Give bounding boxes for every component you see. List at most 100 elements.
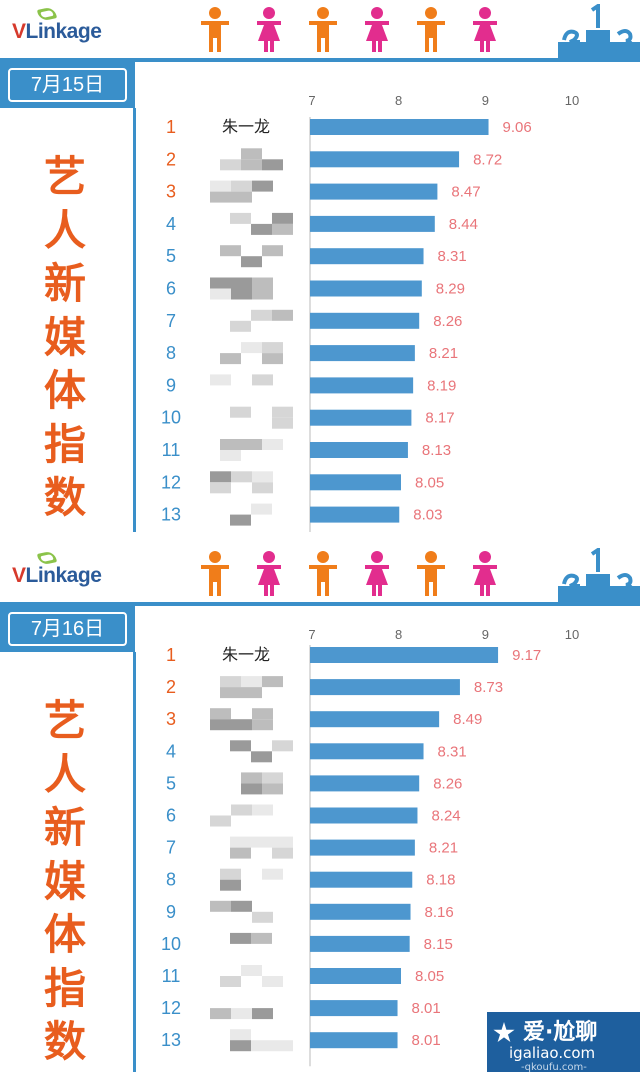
male-person-icon <box>309 7 337 52</box>
value-label: 8.01 <box>412 1032 441 1049</box>
rank-label: 5 <box>166 246 176 266</box>
value-label: 8.49 <box>453 711 482 728</box>
female-person-icon <box>257 7 281 52</box>
bar <box>310 345 415 362</box>
rank-label: 2 <box>166 149 176 169</box>
blurred-name <box>230 1029 293 1052</box>
value-label: 8.47 <box>451 184 480 201</box>
x-tick-label: 10 <box>565 93 579 108</box>
female-person-icon <box>473 7 497 52</box>
value-label: 8.26 <box>433 775 462 792</box>
title-char: 新 <box>43 803 86 852</box>
bar <box>310 647 499 663</box>
value-label: 8.21 <box>429 345 458 362</box>
bar <box>310 775 420 792</box>
title-char: 人 <box>43 205 86 255</box>
blurred-name <box>230 406 293 429</box>
rank-label: 7 <box>166 838 176 858</box>
podium-icon <box>558 546 640 604</box>
bar <box>310 151 460 168</box>
bar <box>310 119 489 135</box>
rank-label: 11 <box>162 440 181 460</box>
blurred-name <box>210 1008 273 1020</box>
value-label: 8.21 <box>429 840 458 857</box>
rank-label: 8 <box>166 870 176 890</box>
female-person-icon <box>257 551 281 596</box>
title-char: 数 <box>43 1017 86 1066</box>
blurred-name <box>230 836 293 859</box>
bar <box>310 183 438 200</box>
male-person-icon <box>309 551 337 596</box>
female-person-icon <box>365 551 389 596</box>
blurred-name <box>220 245 283 268</box>
male-person-icon <box>417 7 445 52</box>
rank-label: 4 <box>166 741 176 761</box>
x-axis-ticks: 7 8 9 10 <box>308 93 579 108</box>
blurred-name <box>220 439 283 461</box>
artist-name: 朱一龙 <box>222 645 270 664</box>
rank-label: 6 <box>166 806 176 826</box>
vertical-title: 艺 人 新 媒 体 指 数 <box>38 150 92 525</box>
vlinkage-logo: VLinkage <box>12 6 102 44</box>
male-person-icon <box>201 7 229 52</box>
value-label: 8.15 <box>424 936 453 953</box>
title-char: 艺 <box>43 152 86 201</box>
blurred-name <box>220 342 283 365</box>
rank-label: 6 <box>166 279 176 299</box>
title-char: 媒 <box>43 312 86 362</box>
podium-graphic <box>558 546 640 604</box>
value-label: 8.03 <box>413 507 442 524</box>
podium-icon <box>558 2 640 60</box>
value-label: 9.06 <box>503 119 532 136</box>
x-tick-label: 8 <box>395 93 402 108</box>
bar <box>310 442 408 458</box>
x-tick-label: 7 <box>308 93 315 108</box>
title-char: 艺 <box>43 696 86 745</box>
logo-rest: Linkage <box>25 564 102 587</box>
x-tick-label: 7 <box>308 627 315 642</box>
blurred-name <box>220 148 283 171</box>
value-label: 9.17 <box>512 647 541 664</box>
bar <box>310 506 400 523</box>
bar <box>310 743 424 760</box>
value-label: 8.44 <box>449 216 478 233</box>
blurred-name <box>210 804 273 827</box>
x-axis-ticks: 7 8 9 10 <box>308 627 579 642</box>
date-label: 7月16日 <box>8 612 127 646</box>
rank-label: 2 <box>166 677 176 697</box>
bar <box>310 935 410 952</box>
watermark-sub: -qkoufu.com- <box>521 1062 587 1073</box>
vlinkage-logo: VLinkage <box>12 550 102 588</box>
male-person-icon <box>201 551 229 596</box>
bar <box>310 474 401 491</box>
blurred-name <box>230 503 272 526</box>
header-rule <box>0 58 640 62</box>
blurred-name <box>230 740 293 763</box>
date-box: 7月15日 <box>0 62 135 108</box>
bar <box>310 679 460 696</box>
rank-label: 12 <box>161 472 181 492</box>
title-char: 数 <box>43 473 86 522</box>
value-label: 8.05 <box>415 968 444 985</box>
blurred-name <box>230 932 272 944</box>
logo-v: V <box>12 564 26 587</box>
rank-label: 1 <box>166 645 176 665</box>
x-tick-label: 9 <box>482 627 489 642</box>
rank-label: 3 <box>166 182 176 202</box>
blurred-name <box>230 212 293 235</box>
header-rule <box>0 602 640 606</box>
value-label: 8.17 <box>425 410 454 427</box>
value-label: 8.31 <box>438 743 467 760</box>
blurred-name <box>210 277 273 300</box>
blurred-name <box>230 309 293 332</box>
bar <box>310 1000 398 1017</box>
rank-label: 5 <box>166 773 176 793</box>
people-row <box>195 550 510 600</box>
bar <box>310 215 435 232</box>
bar <box>310 1032 398 1049</box>
podium-graphic <box>558 2 640 60</box>
blurred-name <box>220 868 283 891</box>
artist-name: 朱一龙 <box>222 117 270 136</box>
vertical-title: 艺 人 新 媒 体 指 数 <box>38 694 92 1069</box>
title-char: 体 <box>43 910 86 959</box>
